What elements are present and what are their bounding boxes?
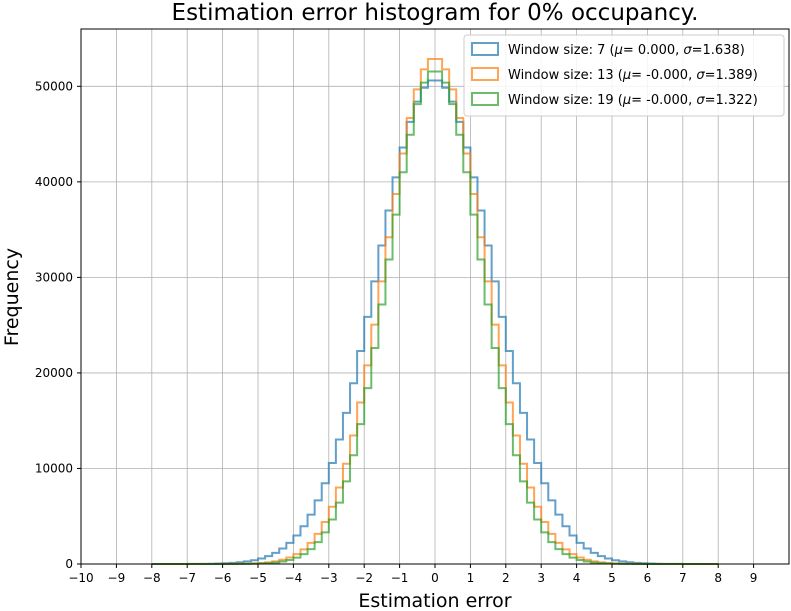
y-axis-label: Frequency — [1, 248, 23, 346]
x-tick-label: 9 — [750, 571, 758, 585]
x-axis-ticks: −10 −9 −8 −7 −6 −5 −4 −3 −2 −1 0 1 2 3 4 5 6 7 8 9 — [68, 564, 757, 585]
x-tick-label: −7 — [178, 571, 196, 585]
x-axis-label: Estimation error — [358, 590, 511, 611]
x-tick-label: 4 — [573, 571, 581, 585]
x-tick-label: −6 — [214, 571, 232, 585]
x-tick-label: −4 — [285, 571, 303, 585]
x-tick-label: −9 — [108, 571, 126, 585]
y-tick-label: 20000 — [35, 366, 73, 380]
x-tick-label: 5 — [608, 571, 616, 585]
x-tick-label: −1 — [391, 571, 409, 585]
y-tick-label: 40000 — [35, 175, 73, 189]
legend-swatch — [471, 42, 499, 56]
legend-entry-label: Window size: 19 (μ= -0.000, σ=1.322) — [508, 93, 758, 108]
legend-entry-label: Window size: 13 (μ= -0.000, σ=1.389) — [508, 68, 758, 83]
legend-swatch — [471, 67, 499, 81]
y-axis-ticks: 0 10000 20000 30000 40000 50000 — [35, 79, 81, 571]
series-group — [151, 57, 719, 565]
x-tick-label: −10 — [68, 571, 93, 585]
y-tick-label: 10000 — [35, 461, 73, 475]
chart-title: Estimation error histogram for 0% occupa… — [172, 0, 699, 26]
y-tick-label: 30000 — [35, 270, 73, 284]
y-tick-label: 0 — [65, 557, 73, 571]
x-tick-label: 1 — [467, 571, 475, 585]
legend: Window size: 7 (μ= 0.000, σ=1.638) Window… — [463, 34, 785, 117]
x-tick-label: 8 — [714, 571, 722, 585]
histogram-series-3 — [151, 70, 719, 565]
y-tick-label: 50000 — [35, 79, 73, 93]
x-tick-label: 2 — [502, 571, 510, 585]
x-tick-label: 6 — [644, 571, 652, 585]
x-tick-label: 0 — [431, 571, 439, 585]
x-tick-label: −8 — [143, 571, 161, 585]
legend-box — [463, 34, 785, 117]
x-tick-label: −3 — [320, 571, 338, 585]
legend-entry-label: Window size: 7 (μ= 0.000, σ=1.638) — [508, 43, 745, 58]
x-tick-label: −5 — [249, 571, 267, 585]
x-tick-label: −2 — [355, 571, 373, 585]
x-tick-label: 7 — [679, 571, 687, 585]
histogram-series-1 — [151, 79, 719, 565]
legend-swatch — [471, 92, 499, 106]
x-tick-label: 3 — [537, 571, 545, 585]
